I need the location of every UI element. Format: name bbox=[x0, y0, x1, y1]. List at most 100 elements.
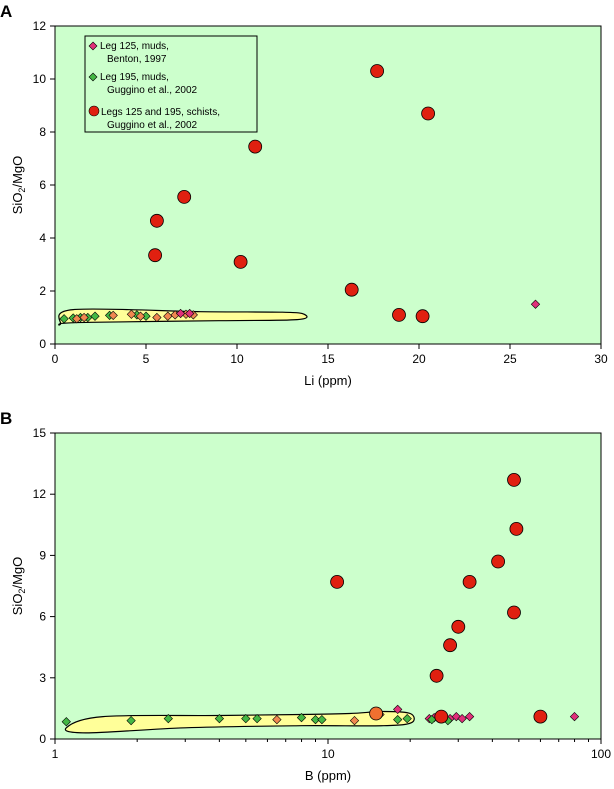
point-b-s0-5 bbox=[451, 711, 461, 722]
x-tick-label-a-5: 25 bbox=[503, 352, 517, 366]
point-a-s1-0 bbox=[59, 314, 69, 324]
point-b-s1-0 bbox=[61, 717, 71, 727]
point-b-s3-10 bbox=[434, 709, 449, 724]
point-b-s3-9 bbox=[533, 709, 548, 724]
point-a-s4-4 bbox=[233, 254, 248, 269]
point-b-s2-0 bbox=[272, 714, 282, 725]
x-tick-label-b-2: 100 bbox=[591, 747, 611, 761]
y-tick-label-b-2: 6 bbox=[39, 610, 46, 624]
point-b-s0-0 bbox=[393, 704, 403, 715]
point-a-s4-7 bbox=[421, 106, 436, 121]
legend-marker-leg125 bbox=[88, 41, 98, 51]
point-a-s2-9 bbox=[163, 311, 173, 321]
point-b-s1-10 bbox=[402, 713, 412, 724]
points-a bbox=[59, 64, 541, 324]
x-ticks-b: 1 10 100 bbox=[52, 739, 611, 761]
legend-marker-leg195 bbox=[88, 72, 98, 82]
points-b bbox=[61, 472, 580, 727]
y-tick-label-a-6: 12 bbox=[33, 19, 47, 33]
point-a-s2-1 bbox=[79, 312, 89, 323]
x-tick-label-a-2: 10 bbox=[230, 352, 244, 366]
point-b-s3-6 bbox=[507, 472, 521, 487]
point-a-s4-8 bbox=[392, 307, 406, 322]
y-tick-label-b-3: 9 bbox=[39, 548, 46, 562]
panel-b: B 1 10 100 0 3 6 9 12 15 B (ppm) SiO2/MgO bbox=[0, 409, 611, 783]
panel-a: A 0 5 10 15 20 25 30 0 2 4 6 8 10 12 Li (ppm) SiO2/M… bbox=[0, 2, 608, 388]
panel-a-letter: A bbox=[0, 2, 12, 21]
y-tick-label-b-5: 15 bbox=[33, 426, 47, 440]
point-b-s3-5 bbox=[491, 554, 506, 569]
point-a-s2-5 bbox=[152, 312, 162, 323]
envelope-a bbox=[58, 308, 308, 326]
point-a-s3-0 bbox=[175, 308, 186, 319]
point-b-s1-7 bbox=[310, 714, 321, 725]
point-b-s1-2 bbox=[163, 713, 173, 724]
y-tick-label-b-4: 12 bbox=[33, 487, 47, 501]
point-a-s2-4 bbox=[135, 311, 146, 321]
point-b-s0-6 bbox=[457, 713, 467, 724]
point-a-s4-9 bbox=[415, 309, 430, 324]
y-axis-title-a: SiO2/MgO bbox=[10, 156, 27, 214]
point-a-s4-0 bbox=[149, 213, 164, 228]
point-b-s1-8 bbox=[317, 714, 327, 725]
point-a-s1-4 bbox=[90, 311, 100, 321]
point-a-s3-1 bbox=[185, 308, 195, 319]
point-b-s3-3 bbox=[451, 619, 466, 634]
y-tick-label-a-4: 8 bbox=[39, 125, 46, 139]
point-b-s1-4 bbox=[241, 713, 251, 724]
x-tick-label-b-1: 10 bbox=[321, 747, 335, 761]
y-tick-label-a-1: 2 bbox=[39, 284, 46, 298]
point-a-s4-1 bbox=[148, 248, 163, 263]
x-tick-label-a-1: 5 bbox=[143, 352, 150, 366]
point-b-s1-5 bbox=[252, 713, 262, 724]
point-b-s0-7 bbox=[464, 711, 475, 722]
point-b-s4-0 bbox=[369, 706, 384, 721]
y-tick-label-a-2: 4 bbox=[39, 231, 46, 245]
point-b-s1-1 bbox=[126, 715, 136, 726]
point-b-s3-1 bbox=[429, 668, 444, 683]
y-ticks-a: 0 2 4 6 8 10 12 bbox=[33, 19, 55, 351]
point-b-s0-8 bbox=[569, 711, 580, 722]
legend-label-leg125-line1: Leg 125, muds, bbox=[100, 41, 169, 52]
legend-label-schist-line1: Legs 125 and 195, schists, bbox=[101, 107, 220, 118]
point-b-s1-6 bbox=[296, 712, 307, 723]
y-ticks-b: 0 3 6 9 12 15 bbox=[33, 426, 55, 746]
point-a-s0-0 bbox=[530, 299, 541, 309]
x-tick-label-a-6: 30 bbox=[594, 352, 608, 366]
x-tick-label-b-0: 1 bbox=[52, 747, 59, 761]
legend: Leg 125, muds, Benton, 1997 Leg 195, mud… bbox=[84, 35, 258, 133]
x-axis-title-b: B (ppm) bbox=[305, 768, 351, 783]
y-tick-label-b-1: 3 bbox=[39, 671, 46, 685]
point-a-s4-5 bbox=[344, 282, 359, 297]
point-a-s4-2 bbox=[177, 189, 192, 204]
x-tick-label-a-3: 15 bbox=[321, 352, 335, 366]
y-tick-label-a-5: 10 bbox=[33, 72, 47, 86]
x-tick-label-a-4: 20 bbox=[412, 352, 426, 366]
y-tick-label-a-0: 0 bbox=[39, 337, 46, 351]
legend-marker-schist bbox=[88, 105, 100, 117]
y-tick-label-b-0: 0 bbox=[39, 732, 46, 746]
point-b-s3-7 bbox=[509, 522, 524, 536]
point-b-s3-8 bbox=[507, 605, 521, 620]
point-a-s2-2 bbox=[108, 310, 118, 321]
x-ticks-a: 0 5 10 15 20 25 30 bbox=[52, 344, 608, 366]
legend-label-leg195-line2: Guggino et al., 2002 bbox=[107, 85, 198, 96]
y-axis-title-b: SiO2/MgO bbox=[10, 557, 27, 615]
point-b-s2-1 bbox=[349, 715, 360, 726]
point-b-s3-0 bbox=[330, 575, 345, 589]
point-b-s1-3 bbox=[214, 713, 225, 724]
point-a-s4-6 bbox=[370, 64, 385, 78]
point-a-s4-3 bbox=[248, 139, 263, 154]
point-b-s1-9 bbox=[393, 714, 403, 725]
legend-label-leg195-line1: Leg 195, muds, bbox=[100, 72, 169, 83]
point-b-s3-4 bbox=[462, 575, 477, 589]
x-tick-label-a-0: 0 bbox=[52, 352, 59, 366]
panel-b-letter: B bbox=[0, 409, 12, 428]
legend-box bbox=[84, 35, 258, 133]
point-b-s3-2 bbox=[443, 638, 458, 653]
legend-label-leg125-line2: Benton, 1997 bbox=[107, 54, 167, 65]
x-axis-title-a: Li (ppm) bbox=[304, 373, 352, 388]
y-tick-label-a-3: 6 bbox=[39, 178, 46, 192]
point-a-s2-3 bbox=[126, 309, 137, 319]
